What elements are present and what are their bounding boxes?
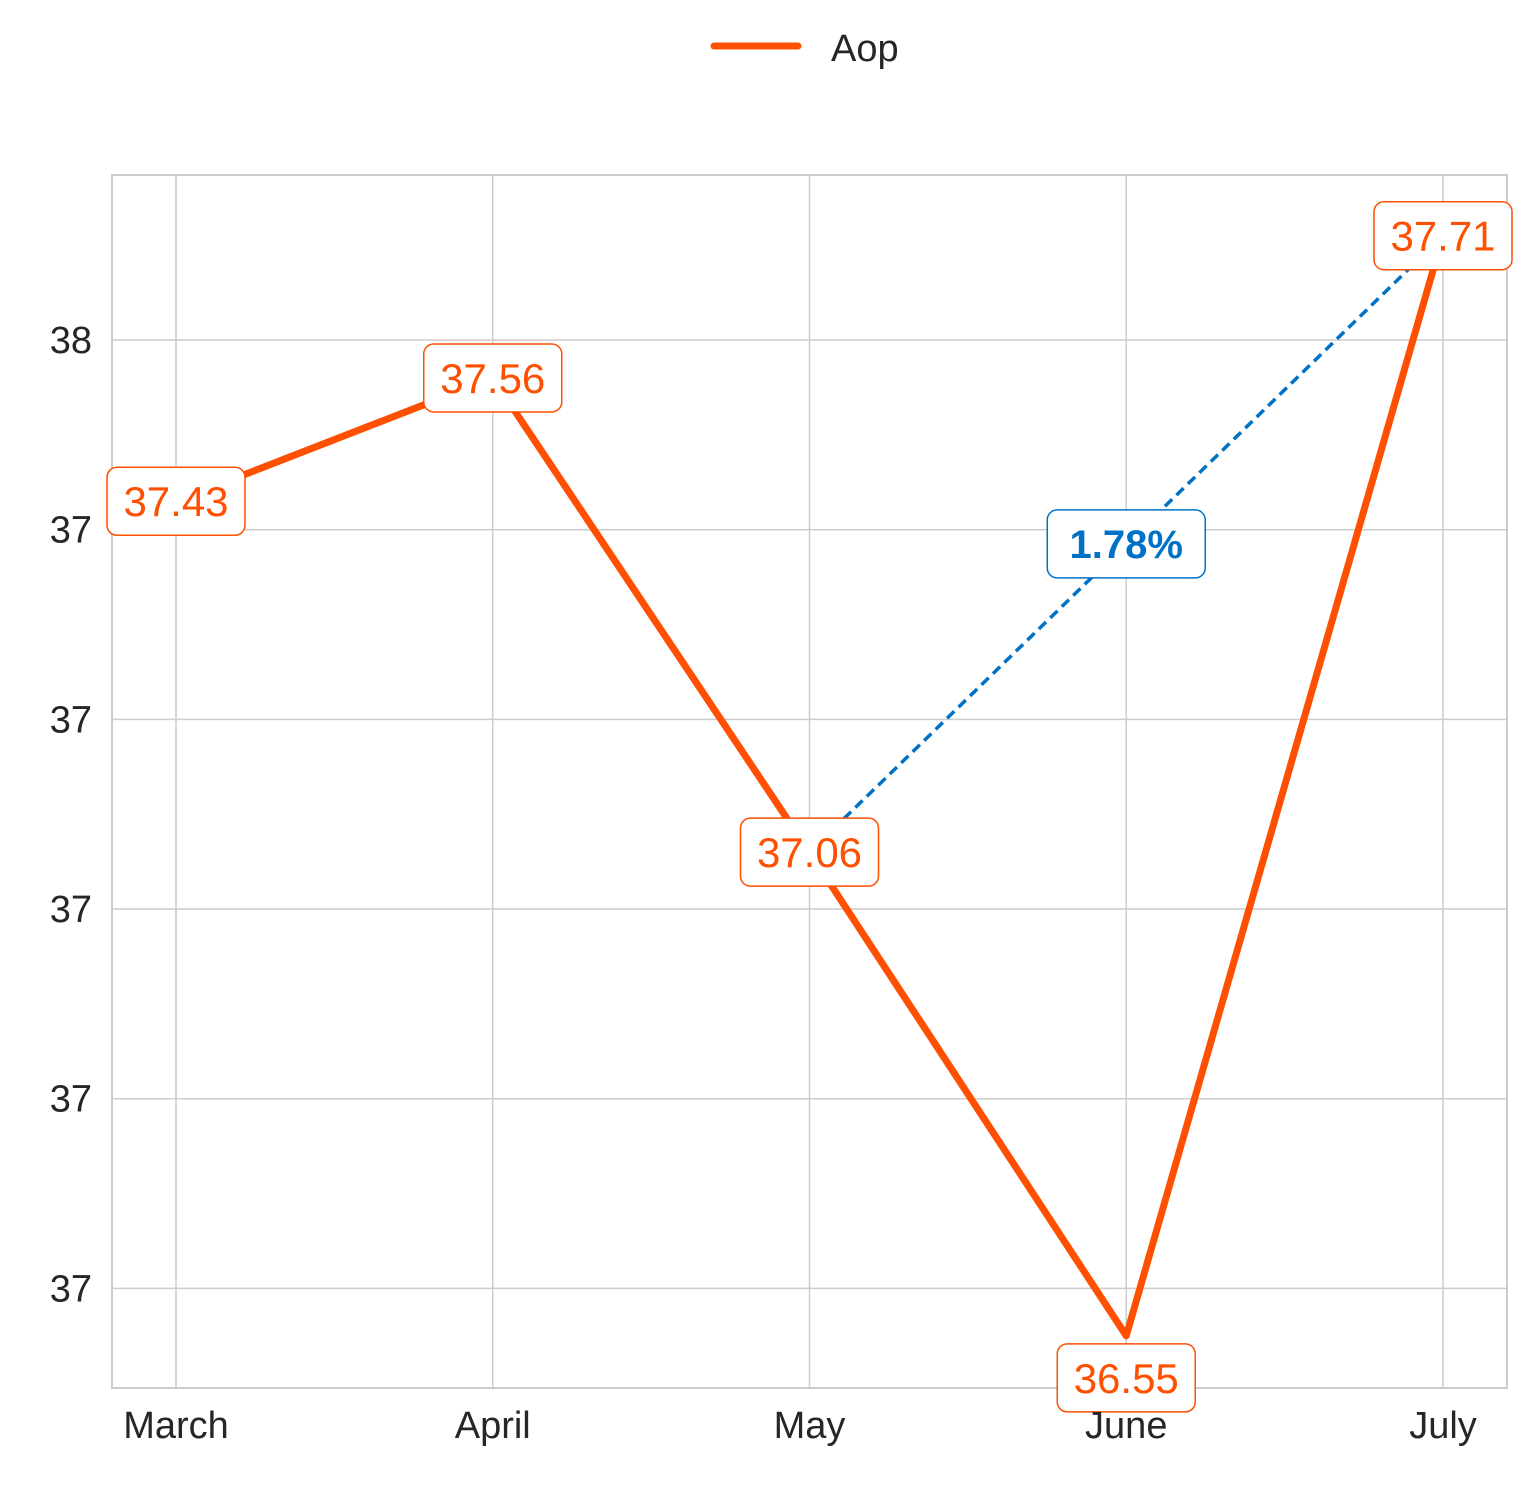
y-tick-label: 37 xyxy=(50,699,92,741)
data-label-box xyxy=(106,466,246,536)
legend[interactable]: Aop xyxy=(710,28,899,70)
x-tick-label: April xyxy=(455,1405,531,1447)
change-annotation: 1.78% xyxy=(808,234,1445,854)
plot-frame xyxy=(111,174,1508,1389)
axis-ticks: March April May June July 37 37 37 37 37 38 xyxy=(50,320,1477,1447)
data-label: 36.55 xyxy=(1074,1355,1179,1402)
y-tick-label: 37 xyxy=(50,510,92,552)
data-label-box xyxy=(739,817,880,887)
data-label-box xyxy=(423,343,563,413)
y-tick-label: 37 xyxy=(50,1079,92,1121)
change-label: 1.78% xyxy=(1070,523,1183,567)
x-tick-label: June xyxy=(1085,1405,1167,1447)
y-tick-label: 37 xyxy=(50,1268,92,1310)
x-tick-label: July xyxy=(1409,1405,1477,1447)
data-label-box xyxy=(1056,1343,1196,1413)
data-labels: 37.43 37.56 37.06 36.55 37.71 xyxy=(106,200,1513,1413)
plot-border xyxy=(111,174,1508,1389)
x-tick-label: May xyxy=(774,1405,846,1447)
legend-label-aop: Aop xyxy=(831,28,899,70)
change-label-box xyxy=(1046,509,1206,579)
y-tick-label: 37 xyxy=(50,889,92,931)
gridlines xyxy=(112,175,1507,1388)
data-label-box xyxy=(1373,200,1513,271)
data-label: 37.06 xyxy=(757,829,862,876)
x-tick-label: March xyxy=(123,1405,229,1447)
data-label: 37.43 xyxy=(123,478,228,525)
y-tick-label: 38 xyxy=(50,320,92,362)
data-label: 37.71 xyxy=(1390,213,1495,260)
data-label: 37.56 xyxy=(440,355,545,402)
